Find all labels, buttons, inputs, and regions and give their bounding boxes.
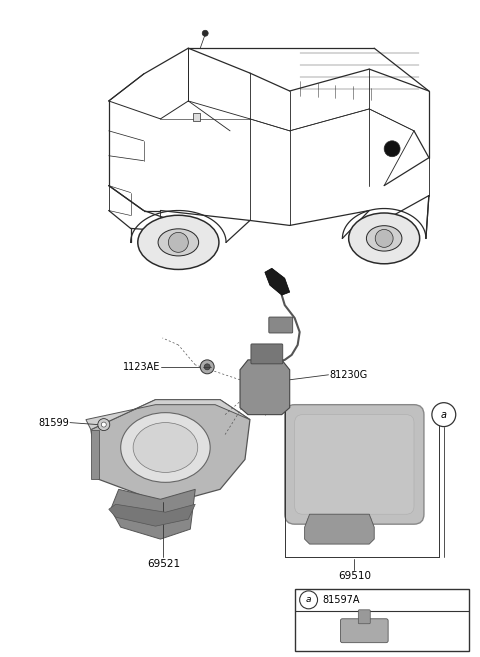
Text: 81599: 81599 [38,418,69,428]
Polygon shape [193,113,200,121]
FancyBboxPatch shape [251,344,283,364]
Polygon shape [91,430,99,480]
Polygon shape [109,505,195,526]
FancyBboxPatch shape [358,610,370,623]
Circle shape [384,141,400,157]
Text: 1123AE: 1123AE [123,362,160,372]
Ellipse shape [158,229,199,256]
FancyBboxPatch shape [340,619,388,643]
Ellipse shape [366,226,402,251]
Polygon shape [240,360,290,415]
Text: 81230G: 81230G [329,370,368,380]
Circle shape [168,233,188,252]
Text: 81597A: 81597A [323,595,360,605]
Polygon shape [111,489,195,539]
FancyBboxPatch shape [269,317,293,333]
Ellipse shape [348,213,420,263]
Polygon shape [86,399,250,430]
Text: a: a [441,409,447,420]
FancyBboxPatch shape [295,589,468,650]
Polygon shape [91,399,250,505]
FancyBboxPatch shape [295,415,414,514]
Circle shape [300,591,318,609]
Circle shape [204,364,210,370]
FancyBboxPatch shape [285,405,424,524]
Text: 69510: 69510 [338,571,371,581]
Circle shape [202,30,208,36]
Ellipse shape [120,413,210,482]
Ellipse shape [133,422,198,472]
Text: a: a [306,595,312,604]
Text: 69521: 69521 [147,559,180,569]
Circle shape [98,419,110,430]
Ellipse shape [138,215,219,269]
Circle shape [432,403,456,426]
Circle shape [200,360,214,374]
Polygon shape [305,514,374,544]
Circle shape [101,422,106,427]
Circle shape [375,229,393,247]
Polygon shape [265,268,290,295]
